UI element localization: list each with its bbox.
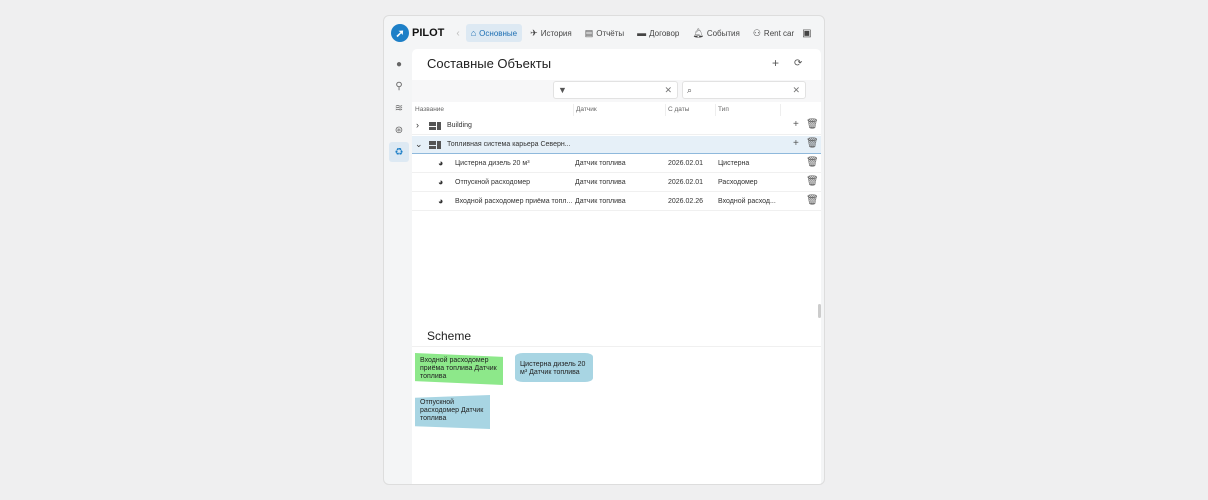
add-icon[interactable]: + (793, 119, 799, 130)
home-icon: ⌂ (470, 28, 477, 38)
nav-label: Основные (479, 28, 518, 38)
trash-icon[interactable]: 🗑︎ (806, 195, 819, 206)
filter-bar: ▼ ✕ ⌕ ✕ (412, 80, 821, 102)
steering-wheel-icon[interactable]: ⊛ (394, 124, 404, 136)
node-label: Отпускной расходомер Датчик топлива (420, 399, 484, 422)
cell-type: Расходомер (718, 179, 758, 186)
table-row[interactable]: ◕ Входной расходомер приёма топл... Датч… (412, 193, 821, 211)
cell-name: Цистерна дизель 20 м³ (455, 160, 530, 167)
table-row[interactable]: ◕ Отпускной расходомер Датчик топлива 20… (412, 174, 821, 192)
top-nav: ➚ PILOT ‹ ⌂ Основные ✈ История ▤ Отчёты ▬ До… (384, 16, 824, 50)
cell-name: Входной расходомер приёма топл... (455, 198, 573, 205)
column-header-sensor[interactable]: Датчик (576, 106, 597, 113)
contract-icon: ▬ (637, 28, 647, 38)
nav-main[interactable]: ⌂ Основные (465, 24, 523, 42)
filter-icon: ▼ (558, 85, 567, 95)
nav-label: События (706, 28, 740, 38)
cell-type: Цистерна (718, 160, 750, 167)
nav-events[interactable]: 🔔︎ События (687, 24, 744, 43)
chevron-down-icon[interactable]: ⌄ (415, 139, 423, 149)
add-icon[interactable]: + (772, 56, 780, 70)
cell-date: 2026.02.01 (668, 160, 704, 167)
scheme-node[interactable]: Цистерна дизель 20 м³ Датчик топлива (515, 353, 593, 382)
column-header-type[interactable]: Тип (718, 106, 729, 113)
nav-label: Отчёты (596, 28, 625, 38)
nav-contract[interactable]: ▬ Договор (632, 24, 684, 42)
bus-icon[interactable]: ▣ (802, 27, 812, 39)
page-title: Составные Объекты (427, 56, 552, 71)
chevron-right-icon[interactable]: › (416, 120, 419, 130)
cell-date: 2026.02.26 (668, 198, 704, 205)
recycle-icon[interactable]: ♻ (389, 142, 409, 162)
nav-label: Rent car (763, 28, 795, 38)
nav-history[interactable]: ✈ История (525, 24, 577, 43)
clear-icon[interactable]: ✕ (792, 85, 800, 95)
cell-sensor: Датчик топлива (575, 179, 626, 186)
car-rent-icon: ⚇ (752, 27, 761, 38)
logo-text: PILOT (412, 27, 445, 39)
sensor-object-icon: ◕ (438, 177, 444, 187)
search-icon: ⌕ (687, 85, 693, 95)
cell-date: 2026.02.01 (668, 179, 704, 186)
scheme-title: Scheme (427, 329, 472, 343)
trash-icon[interactable]: 🗑︎ (806, 119, 819, 130)
sensor-object-icon: ◕ (438, 196, 444, 206)
table-header: Название Датчик С даты Тип (412, 104, 821, 116)
layers-icon[interactable]: ≋ (394, 102, 404, 114)
clear-icon[interactable]: ✕ (664, 85, 672, 95)
scheme-node[interactable]: Отпускной расходомер Датчик топлива (415, 395, 490, 429)
column-header-name[interactable]: Название (415, 106, 445, 113)
group-name: Building (447, 122, 472, 129)
divider (412, 346, 821, 347)
chevron-left-icon[interactable]: ‹ (456, 27, 460, 39)
history-route-icon: ✈ (530, 27, 538, 38)
cell-sensor: Датчик топлива (575, 198, 626, 205)
cell-type: Входной расход... (718, 198, 776, 205)
node-label: Входной расходомер приёма топлива Датчик… (420, 357, 497, 380)
sidebar: ● ⚲ ≋ ⊛ ♻ (389, 54, 409, 164)
cell-sensor: Датчик топлива (575, 160, 626, 167)
node-label: Цистерна дизель 20 м³ Датчик топлива (520, 361, 586, 376)
group-icon (429, 141, 441, 149)
table-row[interactable]: ◕ Цистерна дизель 20 м³ Датчик топлива 2… (412, 155, 821, 173)
logo[interactable]: ➚ PILOT (391, 24, 444, 42)
nav-label: Договор (649, 28, 680, 38)
report-icon: ▤ (584, 27, 594, 38)
trash-icon[interactable]: 🗑︎ (806, 138, 819, 149)
bell-icon: 🔔︎ (692, 27, 704, 38)
map-pin-icon[interactable]: ● (395, 58, 403, 70)
sensor-object-icon: ◕ (438, 158, 444, 168)
nav-rent-car[interactable]: ⚇ Rent car (748, 24, 799, 43)
scheme-node[interactable]: Входной расходомер приёма топлива Датчик… (415, 353, 503, 385)
add-icon[interactable]: + (793, 138, 799, 149)
splitter-handle[interactable] (818, 304, 821, 318)
trash-icon[interactable]: 🗑︎ (806, 176, 819, 187)
pilot-logo-icon: ➚ (391, 24, 409, 42)
trash-icon[interactable]: 🗑︎ (806, 157, 819, 168)
group-icon (429, 122, 441, 130)
group-row[interactable]: › Building + 🗑︎ (412, 117, 821, 135)
route-icon[interactable]: ⚲ (395, 80, 403, 92)
refresh-icon[interactable]: ⟳ (794, 58, 803, 69)
app-window: ➚ PILOT ‹ ⌂ Основные ✈ История ▤ Отчёты ▬ До… (383, 15, 825, 485)
nav-label: История (540, 28, 572, 38)
nav-reports[interactable]: ▤ Отчёты (580, 24, 629, 43)
composite-objects-panel: Составные Объекты + ⟳ ▼ ✕ ⌕ ✕ Название Дат… (412, 49, 821, 484)
column-header-date[interactable]: С даты (668, 106, 690, 113)
search-input[interactable]: ⌕ ✕ (682, 81, 806, 99)
filter-input[interactable]: ▼ ✕ (553, 81, 678, 99)
group-name: Топливная система карьера Северн... (447, 141, 571, 148)
group-row[interactable]: ⌄ Топливная система карьера Северн... + … (412, 136, 821, 154)
cell-name: Отпускной расходомер (455, 179, 531, 186)
